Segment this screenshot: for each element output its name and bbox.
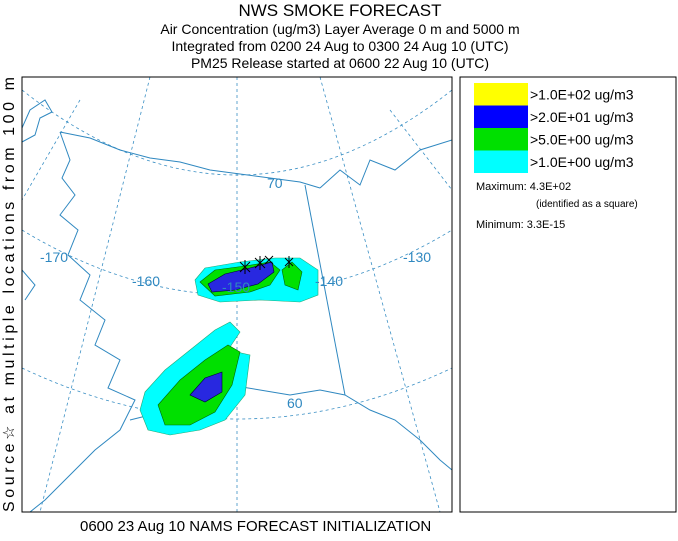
map-frame [21,76,453,513]
coastline [22,269,36,301]
legend-label: >5.0E+00 ug/m3 [530,131,634,147]
coastline [29,131,136,512]
legend: Maximum: 4.3E+02 (identified as a square… [459,76,677,513]
meridian [39,77,151,512]
longitude-label: -140 [315,273,343,289]
parallel [22,229,452,296]
longitude-label: -130 [403,249,431,265]
footer: 0600 23 Aug 10 NAMS FORECAST INITIALIZAT… [80,518,431,535]
title: NWS SMOKE FORECAST [238,1,441,20]
map: -170 -160 -150 -140 -130 70 60 [21,76,453,513]
legend-swatch [474,128,528,151]
maximum-note: (identified as a square) [536,199,638,210]
coastline [22,99,53,143]
latitude-label: 60 [287,395,303,411]
border [304,184,346,396]
meridian [22,99,81,201]
legend-label: >1.0E+00 ug/m3 [530,154,634,170]
latitude-label: 70 [267,175,283,191]
legend-label: >1.0E+02 ug/m3 [530,86,634,102]
legend-swatch [474,83,528,106]
legend-swatch [474,105,528,128]
longitude-label: -170 [40,249,68,265]
parallel [22,89,452,176]
legend-frame [459,76,677,513]
parallel [22,367,452,420]
longitude-label: -150 [222,279,250,295]
plume-blue [189,371,223,403]
side-label: Source☆ at multiple locations from 100 m [1,77,18,512]
coastline [319,139,452,189]
legend-label: >2.0E+01 ug/m3 [530,109,634,125]
legend-swatch [474,150,528,173]
longitude-label: -160 [132,273,160,289]
subtitle: Integrated from 0200 24 Aug to 0300 24 A… [172,38,509,54]
subtitle: Air Concentration (ug/m3) Layer Average … [160,21,519,37]
coastline [59,131,321,189]
plume-blue [207,261,275,293]
maximum: Maximum: 4.3E+02 [476,181,571,193]
meridian [319,77,441,512]
source-markers [239,255,294,274]
minimum: Minimum: 3.3E-15 [476,219,565,231]
subtitle: PM25 Release started at 0600 22 Aug 10 (… [191,55,489,71]
